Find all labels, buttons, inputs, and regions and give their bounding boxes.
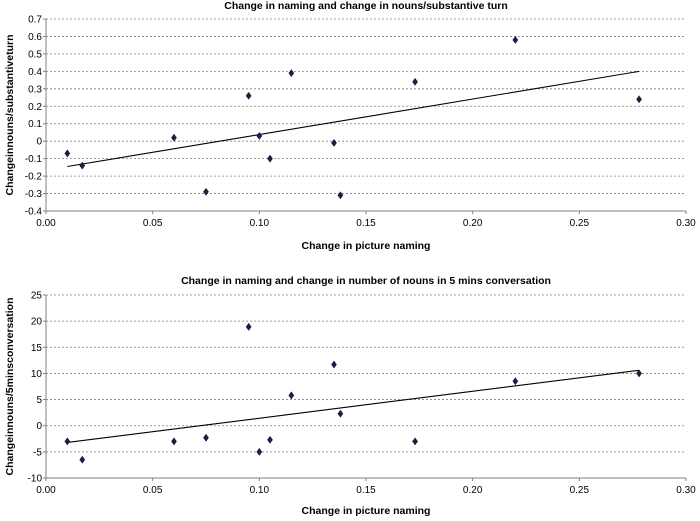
data-point (64, 437, 71, 446)
data-point (512, 377, 519, 386)
y-tick-label: 0.2 (28, 102, 42, 113)
data-point (288, 69, 295, 78)
y-tick-label: 0.3 (28, 84, 42, 95)
y-tick-label: -10 (28, 474, 43, 485)
trend-line (67, 70, 640, 168)
x-tick-label: 0.05 (143, 485, 163, 496)
data-point (79, 455, 86, 464)
x-axis-label: Change in picture naming (302, 505, 431, 517)
y-tick-label: 15 (31, 343, 43, 354)
chart-nouns-per-5-mins: Change in naming and change in number of… (4, 275, 696, 517)
y-tick-label: 0 (36, 421, 42, 432)
y-tick-label: 0.6 (28, 32, 42, 43)
data-point (171, 437, 177, 446)
y-tick-label: -0.4 (25, 207, 43, 218)
x-axis-label: Change in picture naming (302, 240, 431, 252)
y-tick-label: 20 (31, 317, 43, 328)
y-tick-label: 0.5 (28, 49, 42, 60)
y-tick-label: 0.1 (28, 119, 42, 130)
data-point (512, 36, 519, 44)
y-tick-label: 0 (36, 137, 42, 148)
data-point (636, 369, 642, 378)
data-point (331, 138, 337, 147)
data-point (171, 133, 177, 142)
x-tick-label: 0.00 (36, 218, 56, 229)
y-tick-label: -5 (33, 447, 42, 458)
x-tick-label: 0.15 (356, 218, 376, 229)
chart-title: Change in naming and change in nouns/sub… (224, 0, 508, 12)
data-point (256, 132, 263, 140)
x-tick-label: 0.30 (676, 485, 696, 496)
data-point (636, 95, 642, 104)
y-tick-label: -0.1 (25, 154, 43, 165)
y-axis-label: Changeinnouns/substantiveturn (4, 34, 16, 195)
y-axis-label: Changeinnouns/5minsconversation (4, 298, 16, 476)
x-tick-label: 0.25 (570, 485, 590, 496)
x-tick-label: 0.10 (250, 218, 270, 229)
data-point (256, 447, 263, 456)
x-tick-label: 0.10 (250, 485, 270, 496)
x-tick-label: 0.15 (356, 485, 376, 496)
y-tick-label: 25 (31, 291, 43, 302)
data-point (79, 161, 86, 170)
data-point (203, 187, 209, 196)
data-point (245, 322, 252, 331)
x-tick-label: 0.05 (143, 218, 163, 229)
data-point (64, 149, 71, 158)
y-tick-label: -0.2 (25, 172, 43, 183)
trend-line (67, 369, 640, 443)
chart-nouns-per-turn: Change in naming and change in nouns/sub… (4, 0, 696, 252)
x-tick-label: 0.00 (36, 485, 56, 496)
data-point (288, 391, 295, 400)
chart-title: Change in naming and change in number of… (181, 275, 551, 287)
data-point (412, 437, 418, 446)
y-tick-label: 0.4 (28, 67, 42, 78)
x-tick-label: 0.20 (463, 485, 483, 496)
data-point (267, 154, 273, 163)
data-point (412, 77, 418, 86)
y-tick-label: -0.3 (25, 189, 43, 200)
x-tick-label: 0.30 (676, 218, 696, 229)
data-point (337, 409, 344, 418)
y-tick-label: 5 (36, 395, 42, 406)
y-tick-label: 0.7 (28, 15, 42, 26)
data-point (203, 433, 209, 442)
data-point (245, 91, 252, 100)
x-tick-label: 0.25 (570, 218, 590, 229)
y-tick-label: 10 (31, 369, 43, 380)
data-point (337, 191, 344, 200)
data-point (331, 360, 337, 369)
x-tick-label: 0.20 (463, 218, 483, 229)
data-point (267, 435, 273, 444)
